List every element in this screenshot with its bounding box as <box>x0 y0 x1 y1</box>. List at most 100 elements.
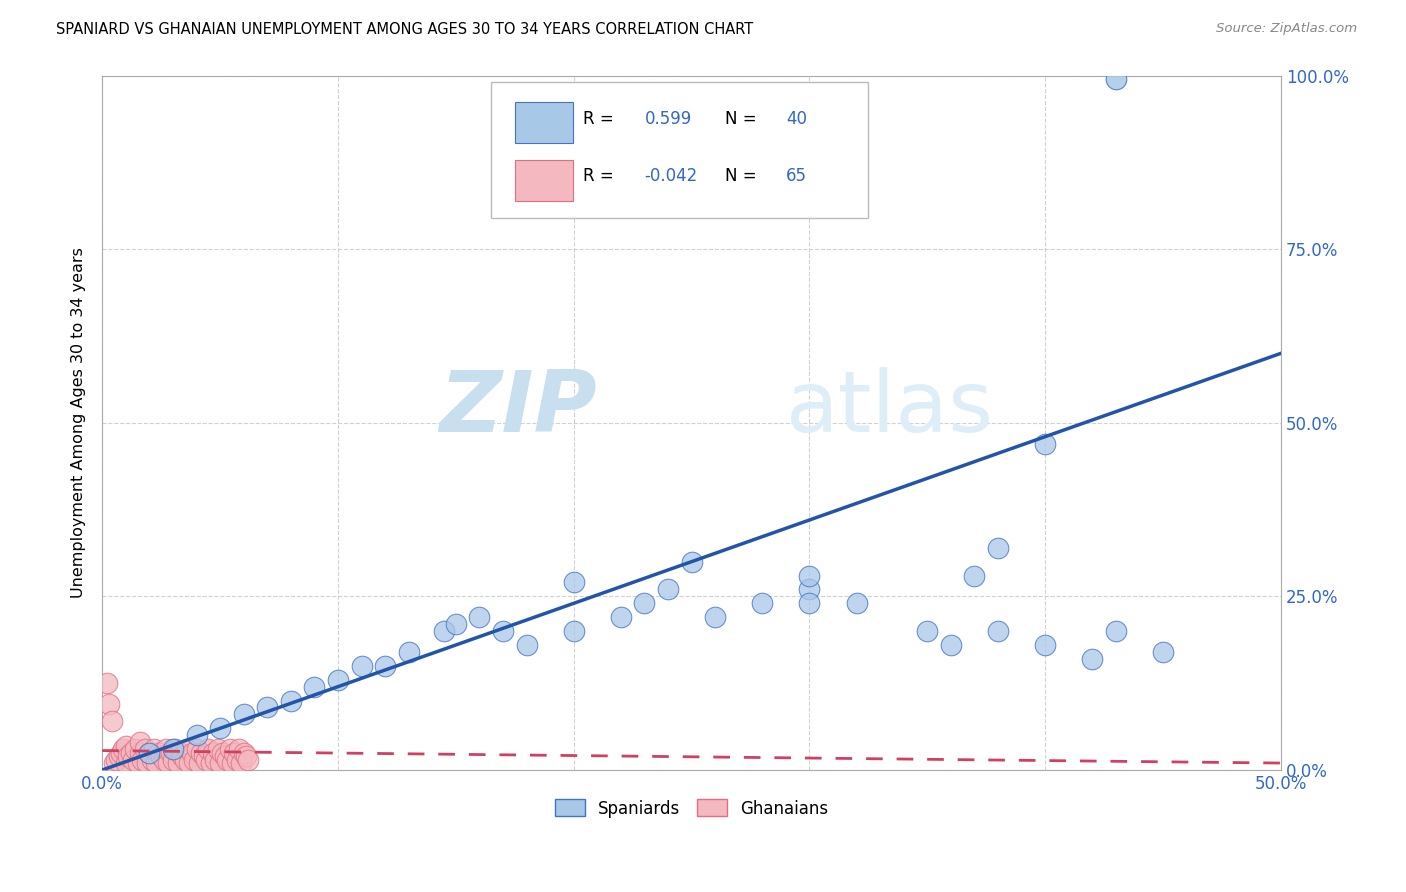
Point <box>152 753 174 767</box>
Text: N =: N = <box>724 110 756 128</box>
Point <box>155 742 177 756</box>
Point <box>107 749 129 764</box>
Point <box>136 756 159 770</box>
Point <box>204 753 226 767</box>
Point <box>186 742 208 756</box>
FancyBboxPatch shape <box>515 160 572 201</box>
Point <box>681 555 703 569</box>
Point <box>141 753 163 767</box>
Point <box>96 676 118 690</box>
Text: R =: R = <box>583 110 614 128</box>
Point <box>114 739 136 753</box>
Text: -0.042: -0.042 <box>644 167 697 186</box>
Text: N =: N = <box>724 167 756 186</box>
Point <box>138 746 160 760</box>
Point <box>304 680 326 694</box>
Point <box>211 746 233 760</box>
Point <box>165 742 187 756</box>
Point <box>374 658 396 673</box>
Point <box>187 756 209 770</box>
Point <box>190 746 212 760</box>
Point <box>235 749 257 764</box>
Point <box>398 645 420 659</box>
Point <box>228 742 250 756</box>
Point <box>176 742 198 756</box>
Point <box>232 746 254 760</box>
Point <box>633 596 655 610</box>
Point <box>221 756 243 770</box>
Point <box>917 624 939 639</box>
Point <box>350 658 373 673</box>
Point <box>987 624 1010 639</box>
Point <box>1105 624 1128 639</box>
Point <box>100 714 122 729</box>
Point <box>150 749 173 764</box>
Point <box>138 746 160 760</box>
Text: R =: R = <box>583 167 614 186</box>
Point <box>169 746 191 760</box>
Point <box>194 753 217 767</box>
Point <box>134 742 156 756</box>
Point <box>610 610 633 624</box>
Point <box>129 746 152 760</box>
Point <box>112 742 135 756</box>
Point <box>180 746 202 760</box>
Point <box>162 742 184 756</box>
Point <box>103 756 125 770</box>
Point <box>117 749 139 764</box>
Text: SPANIARD VS GHANAIAN UNEMPLOYMENT AMONG AGES 30 TO 34 YEARS CORRELATION CHART: SPANIARD VS GHANAIAN UNEMPLOYMENT AMONG … <box>56 22 754 37</box>
Legend: Spaniards, Ghanaians: Spaniards, Ghanaians <box>548 793 835 824</box>
Point <box>105 753 128 767</box>
Point <box>127 756 149 770</box>
Point <box>148 746 170 760</box>
Point <box>145 756 167 770</box>
Point <box>468 610 491 624</box>
Point <box>225 753 247 767</box>
FancyBboxPatch shape <box>491 82 869 218</box>
Point <box>218 742 240 756</box>
Point <box>173 753 195 767</box>
Point <box>751 596 773 610</box>
Point <box>120 746 142 760</box>
Point <box>799 582 821 597</box>
Point <box>231 756 253 770</box>
Point <box>214 749 236 764</box>
Point <box>124 742 146 756</box>
Text: ZIP: ZIP <box>440 368 598 450</box>
Point <box>799 596 821 610</box>
Point <box>98 697 121 711</box>
Point <box>799 568 821 582</box>
Point <box>1033 638 1056 652</box>
Point <box>704 610 727 624</box>
Point <box>197 742 219 756</box>
Point <box>157 756 180 770</box>
Point <box>110 746 132 760</box>
Point <box>172 749 194 764</box>
Point <box>114 756 136 770</box>
Point <box>121 753 143 767</box>
FancyBboxPatch shape <box>515 102 572 143</box>
Point <box>232 707 254 722</box>
Point <box>987 541 1010 555</box>
Point <box>131 753 153 767</box>
Point <box>209 722 232 736</box>
Point <box>129 735 152 749</box>
Point <box>1105 72 1128 87</box>
Y-axis label: Unemployment Among Ages 30 to 34 years: Unemployment Among Ages 30 to 34 years <box>72 247 86 599</box>
Point <box>159 746 181 760</box>
Point <box>326 673 349 687</box>
Text: 40: 40 <box>786 110 807 128</box>
Point <box>183 753 205 767</box>
Point <box>280 693 302 707</box>
Point <box>200 756 222 770</box>
Text: 0.599: 0.599 <box>644 110 692 128</box>
Point <box>845 596 868 610</box>
Point <box>433 624 456 639</box>
Point <box>238 753 260 767</box>
Point <box>209 756 232 770</box>
Point <box>516 638 538 652</box>
Text: Source: ZipAtlas.com: Source: ZipAtlas.com <box>1216 22 1357 36</box>
Point <box>162 753 184 767</box>
Text: 65: 65 <box>786 167 807 186</box>
Text: atlas: atlas <box>786 368 994 450</box>
